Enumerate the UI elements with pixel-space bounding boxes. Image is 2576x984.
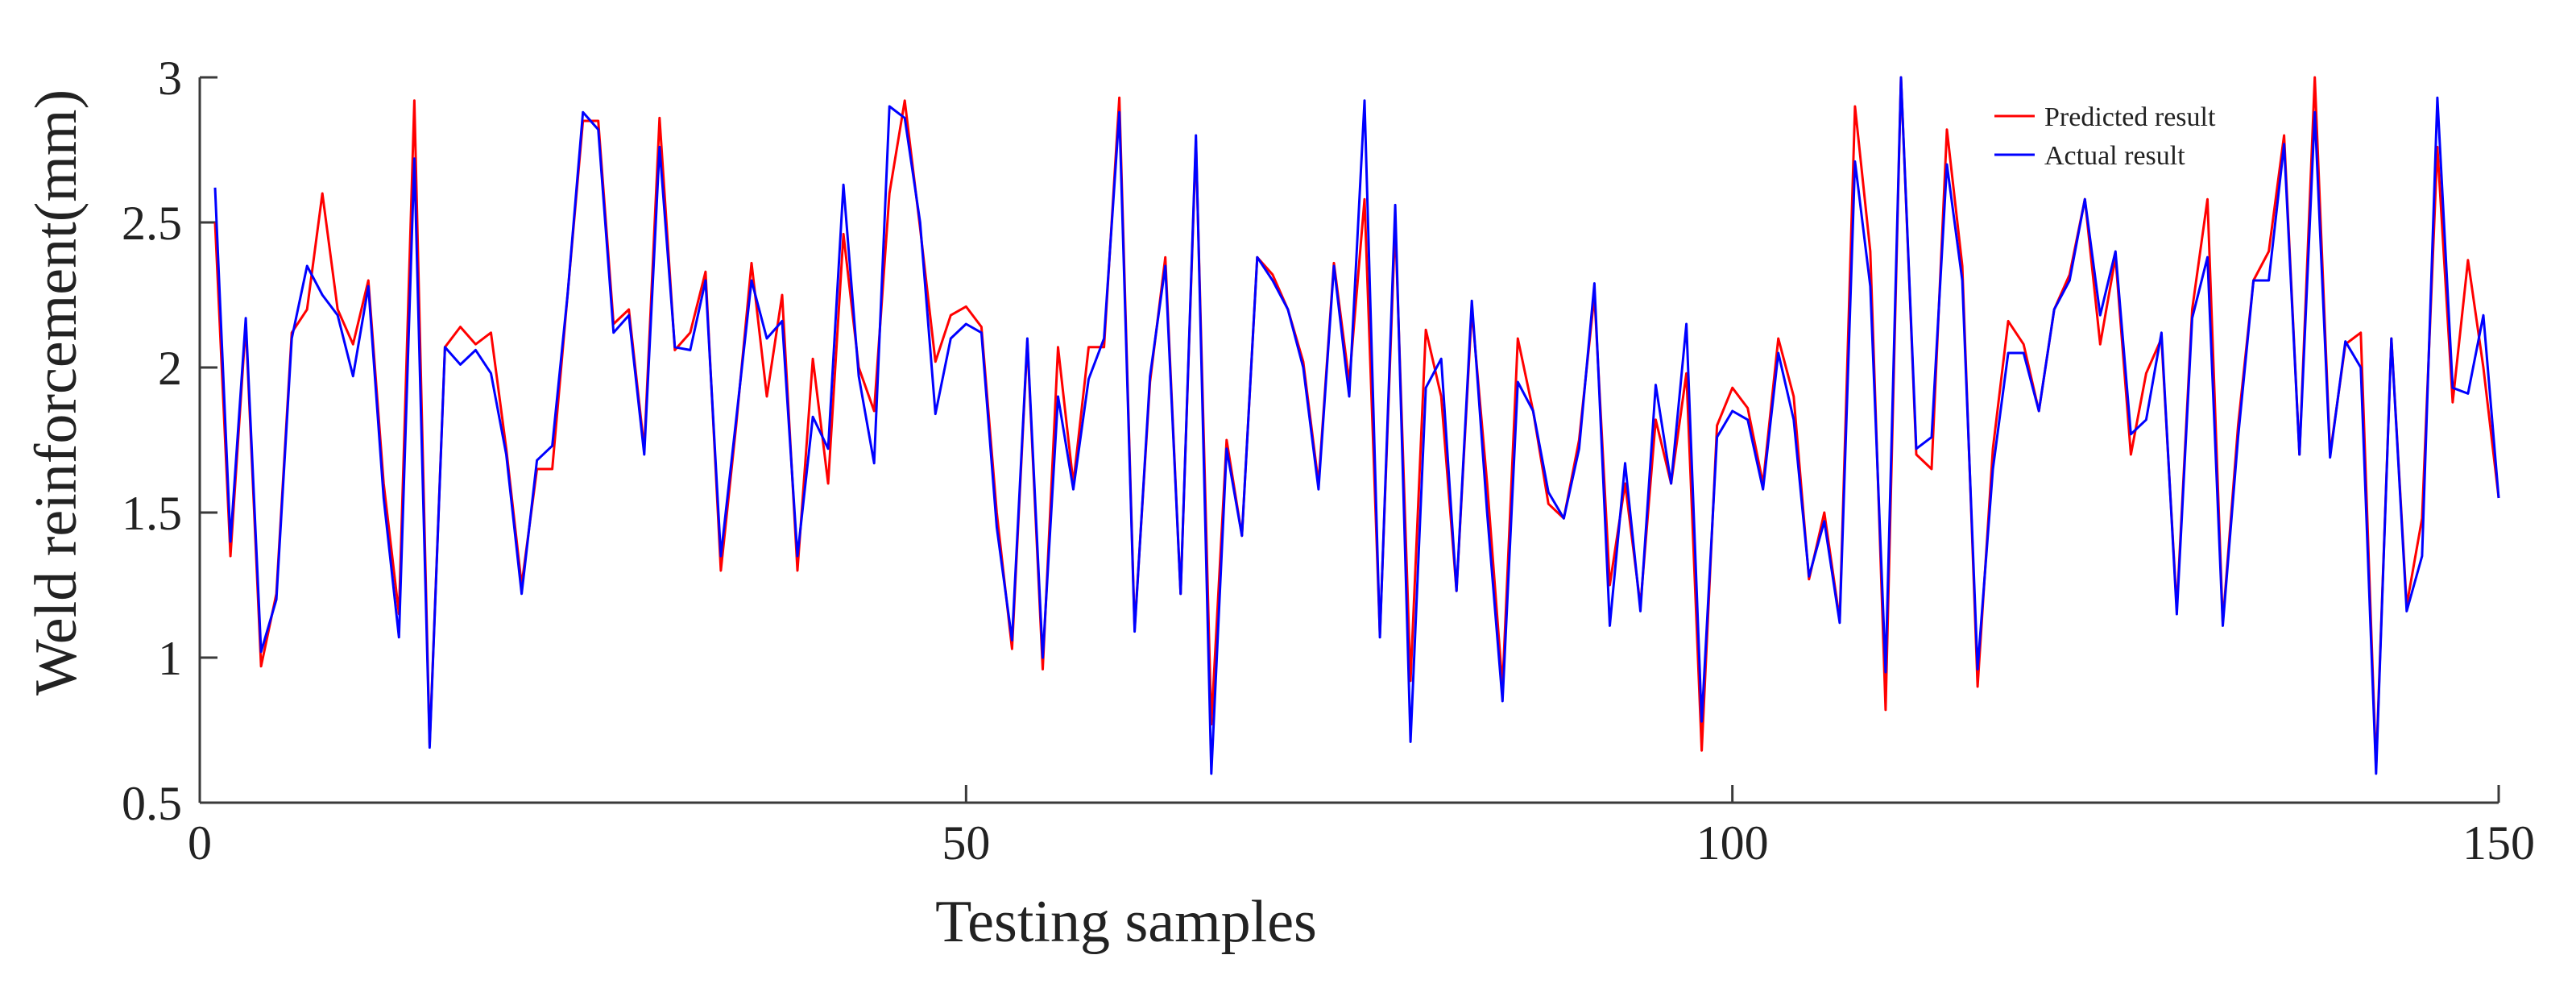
legend: Predicted result Actual result: [1994, 102, 2216, 171]
x-tick-label: 150: [2462, 816, 2535, 870]
series-layer: [213, 76, 2500, 775]
y-tick-label: 1: [158, 632, 182, 685]
y-axis-title: Weld reinforcement(mm): [23, 89, 89, 695]
series-line-predicted-result: [213, 76, 2500, 770]
x-axis-title: Testing samples: [935, 889, 1317, 955]
legend-label-predicted-result: Predicted result: [2044, 102, 2216, 132]
legend-label-actual-result: Actual result: [2044, 141, 2185, 171]
y-tick-label: 2: [158, 342, 182, 395]
series-line-actual-result: [213, 76, 2500, 775]
y-tick-label: 1.5: [122, 487, 182, 540]
x-tick-label: 100: [1696, 816, 1769, 870]
x-tick-label: 0: [188, 816, 212, 870]
y-tick-label: 3: [158, 52, 182, 105]
y-tick-label: 2.5: [122, 197, 182, 250]
x-tick-label: 50: [942, 816, 990, 870]
axes: 0.5 1 1.5 2 2.5 3 0 50 100 150: [122, 52, 2535, 870]
y-tick-label: 0.5: [122, 777, 182, 830]
